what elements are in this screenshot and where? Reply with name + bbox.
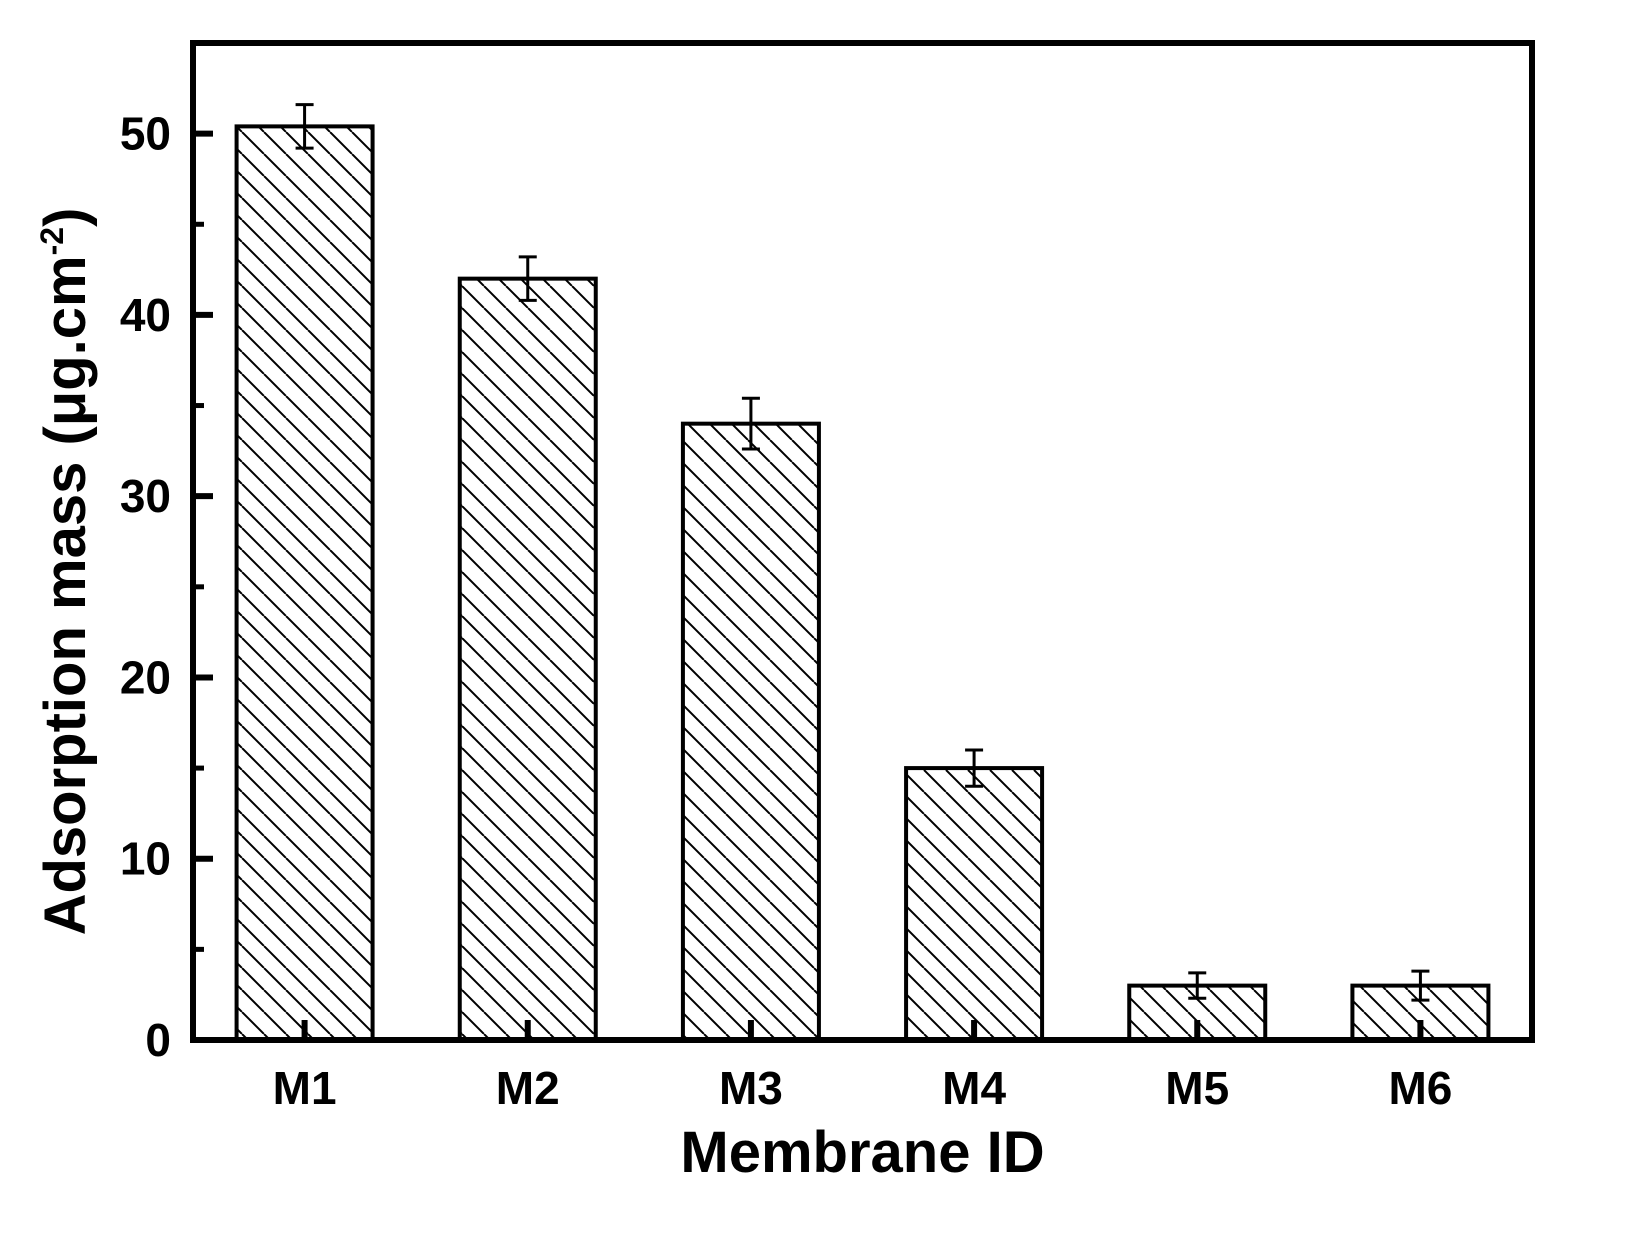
x-tick-label-m2: M2 [496,1062,560,1114]
x-axis-ticks: M1 M2 M3 M4 M5 M6 [273,1020,1452,1114]
x-axis-title: Membrane ID [680,1120,1044,1185]
y-axis-title: Adsorption mass (μg.cm-2) [33,208,98,936]
error-bar-m4 [965,748,984,788]
y-tick-label-40: 40 [120,289,171,341]
error-bar-m5 [1188,971,1207,1000]
y-axis-title-superscript: -2 [34,227,70,255]
error-bar-m6 [1411,969,1430,1002]
y-tick-label-30: 30 [120,470,171,522]
y-axis-title-close: ) [33,208,98,227]
x-tick-label-m4: M4 [942,1062,1006,1114]
x-tick-label-m5: M5 [1165,1062,1229,1114]
x-tick-label-m3: M3 [719,1062,783,1114]
x-tick-label-m6: M6 [1388,1062,1452,1114]
error-bar-m3 [741,396,760,451]
bar-m1 [234,124,375,1043]
y-axis-title-main: Adsorption mass (μg.cm [33,255,98,935]
error-bar-m1 [295,103,314,150]
y-tick-label-50: 50 [120,108,171,160]
y-tick-label-20: 20 [120,651,171,703]
error-bar-m2 [518,255,537,302]
y-axis-ticks: 0 10 20 30 40 50 [120,108,213,1066]
bar-m4 [904,766,1045,1042]
y-tick-label-0: 0 [145,1014,171,1066]
x-tick-label-m1: M1 [273,1062,337,1114]
error-bars-layer [295,103,1430,1002]
bar-m2 [457,276,598,1042]
bars-layer [234,124,1491,1043]
plot-frame [190,40,1535,1043]
bar-m3 [680,421,821,1042]
y-tick-label-10: 10 [120,833,171,885]
